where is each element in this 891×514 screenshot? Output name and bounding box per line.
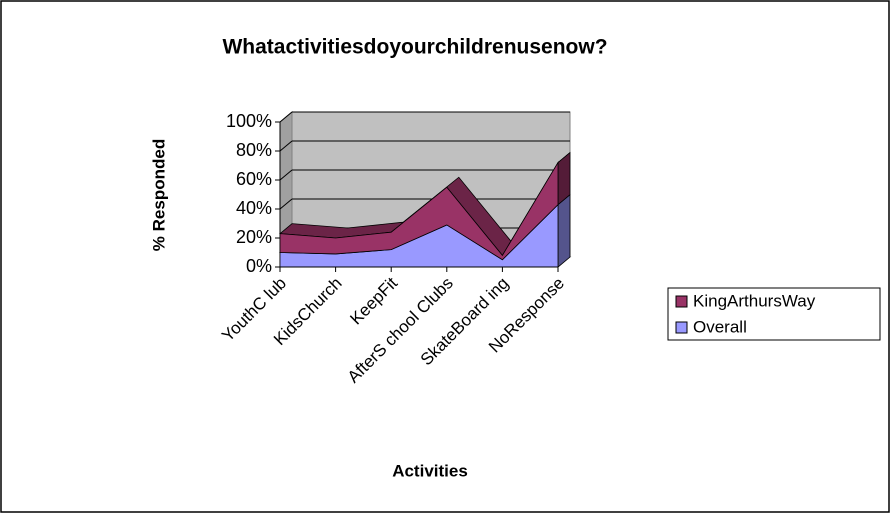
y-axis-title: % Responded [149, 139, 168, 251]
legend-swatch [675, 321, 688, 334]
grid-line-side [279, 198, 293, 210]
legend-swatch [675, 295, 688, 308]
legend-label: Overall [693, 317, 747, 336]
grid-line-side [279, 111, 293, 123]
y-tick-label: 60% [236, 169, 272, 189]
legend-label: KingArthursWay [693, 291, 816, 310]
area-end [557, 193, 571, 268]
x-axis-title: Activities [392, 461, 468, 480]
y-tick-label: 40% [236, 198, 272, 218]
y-tick-label: 0% [246, 256, 272, 276]
grid-line-side [279, 140, 293, 152]
legend [667, 287, 881, 341]
y-tick-label: 80% [236, 140, 272, 160]
y-tick-label: 20% [236, 227, 272, 247]
area [279, 161, 559, 261]
chart-title: Whatactivitiesdoyourchildrenusenow? [222, 36, 607, 59]
grid-line-side [279, 169, 293, 181]
y-tick-label: 100% [226, 111, 272, 131]
